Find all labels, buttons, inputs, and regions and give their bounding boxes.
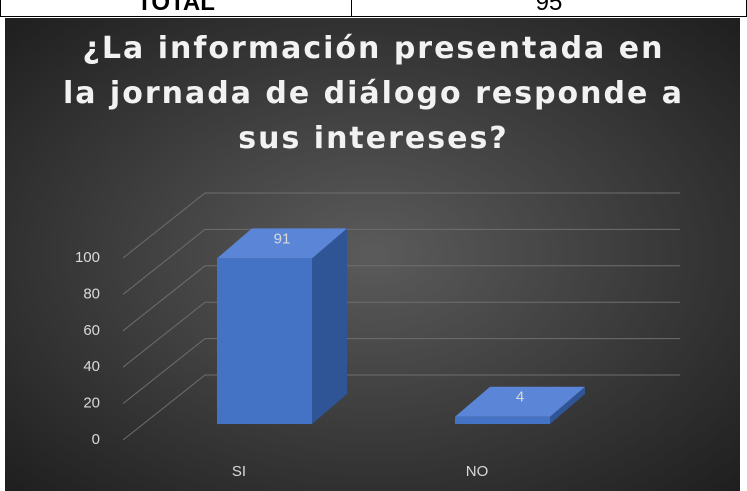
table-strip: TOTAL 95 [0, 0, 747, 17]
y-tick-label: 60 [83, 322, 100, 339]
grid-line [122, 192, 680, 259]
y-tick-label: 100 [75, 249, 100, 266]
y-tick-label: 40 [83, 358, 100, 375]
bar [217, 258, 312, 424]
grid-line [122, 374, 680, 441]
table-label: TOTAL [1, 0, 352, 16]
grid-line [122, 301, 680, 368]
x-tick-label: SI [232, 463, 246, 480]
title-box: ¿La información presentada en la jornada… [62, 31, 685, 156]
grid-line [122, 228, 680, 295]
table-value: 95 [535, 0, 563, 16]
bar-top [217, 228, 347, 259]
value-label: 91 [274, 230, 291, 247]
grid-line [122, 265, 680, 332]
bar-side [312, 228, 347, 424]
bar [455, 416, 550, 424]
x-tick-label: NO [466, 463, 489, 480]
y-tick-label: 20 [83, 395, 100, 412]
value-label: 4 [516, 389, 524, 406]
bar-top [455, 386, 585, 417]
grid-line [122, 338, 680, 404]
y-tick-label: 80 [83, 285, 100, 302]
chart-title: ¿La información presentada en la jornada… [62, 31, 685, 156]
bar-side [550, 386, 585, 424]
y-tick-label: 0 [92, 431, 100, 448]
